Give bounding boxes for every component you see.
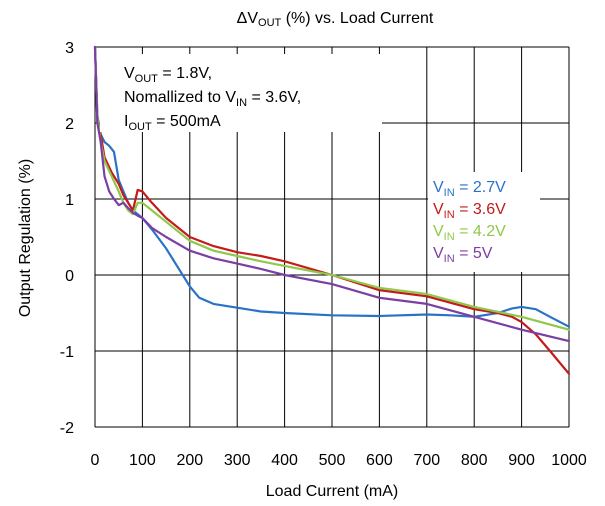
x-axis-label: Load Current (mA) — [266, 483, 399, 500]
legend-item-1: VIN = 2.7V — [433, 179, 506, 199]
x-tick-label-2: 200 — [176, 452, 203, 469]
y-tick-label-0: 3 — [65, 40, 74, 57]
legend-background — [428, 172, 540, 272]
series-line-2 — [93, 45, 571, 375]
legend-item-3: VIN = 4.2V — [433, 223, 506, 243]
y-tick-label-4: -1 — [60, 344, 74, 361]
series-line-3 — [93, 45, 571, 331]
axis-labels: 0 100 200 300 400 500 600 700 800 900 1000 3 2 1 0 -1 -2 — [60, 40, 587, 469]
x-tick-label-4: 400 — [271, 452, 298, 469]
x-tick-label-6: 600 — [366, 452, 393, 469]
series-line-4 — [93, 45, 571, 343]
x-tick-label-7: 700 — [413, 452, 440, 469]
x-tick-label-8: 800 — [461, 452, 488, 469]
series-line-1 — [93, 45, 571, 328]
annotation-line-1: VOUT = 1.8V, — [124, 65, 212, 85]
y-tick-label-2: 1 — [65, 192, 74, 209]
legend-item-2: VIN = 3.6V — [433, 201, 506, 221]
x-tick-label-9: 900 — [508, 452, 535, 469]
annotation-line-2: Nomallized to VIN = 3.6V, — [124, 89, 301, 109]
series-group — [93, 45, 571, 375]
y-tick-label-1: 2 — [65, 116, 74, 133]
chart-title: ΔVOUT (%) vs. Load Current — [237, 10, 434, 29]
annotation-background — [100, 54, 382, 132]
x-tick-label-1: 100 — [129, 452, 156, 469]
x-tick-label-10: 1000 — [551, 452, 587, 469]
x-tick-label-0: 0 — [91, 452, 100, 469]
y-tick-label-3: 0 — [65, 268, 74, 285]
x-tick-label-5: 500 — [319, 452, 346, 469]
y-axis-label: Output Regulation (%) — [17, 159, 34, 317]
annotation: VOUT = 1.8V, Nomallized to VIN = 3.6V, I… — [100, 54, 382, 133]
x-tick-label-3: 300 — [224, 452, 251, 469]
legend-item-4: VIN = 5V — [433, 245, 493, 265]
annotation-line-3: IOUT = 500mA — [124, 113, 221, 133]
y-tick-label-5: -2 — [60, 420, 74, 437]
